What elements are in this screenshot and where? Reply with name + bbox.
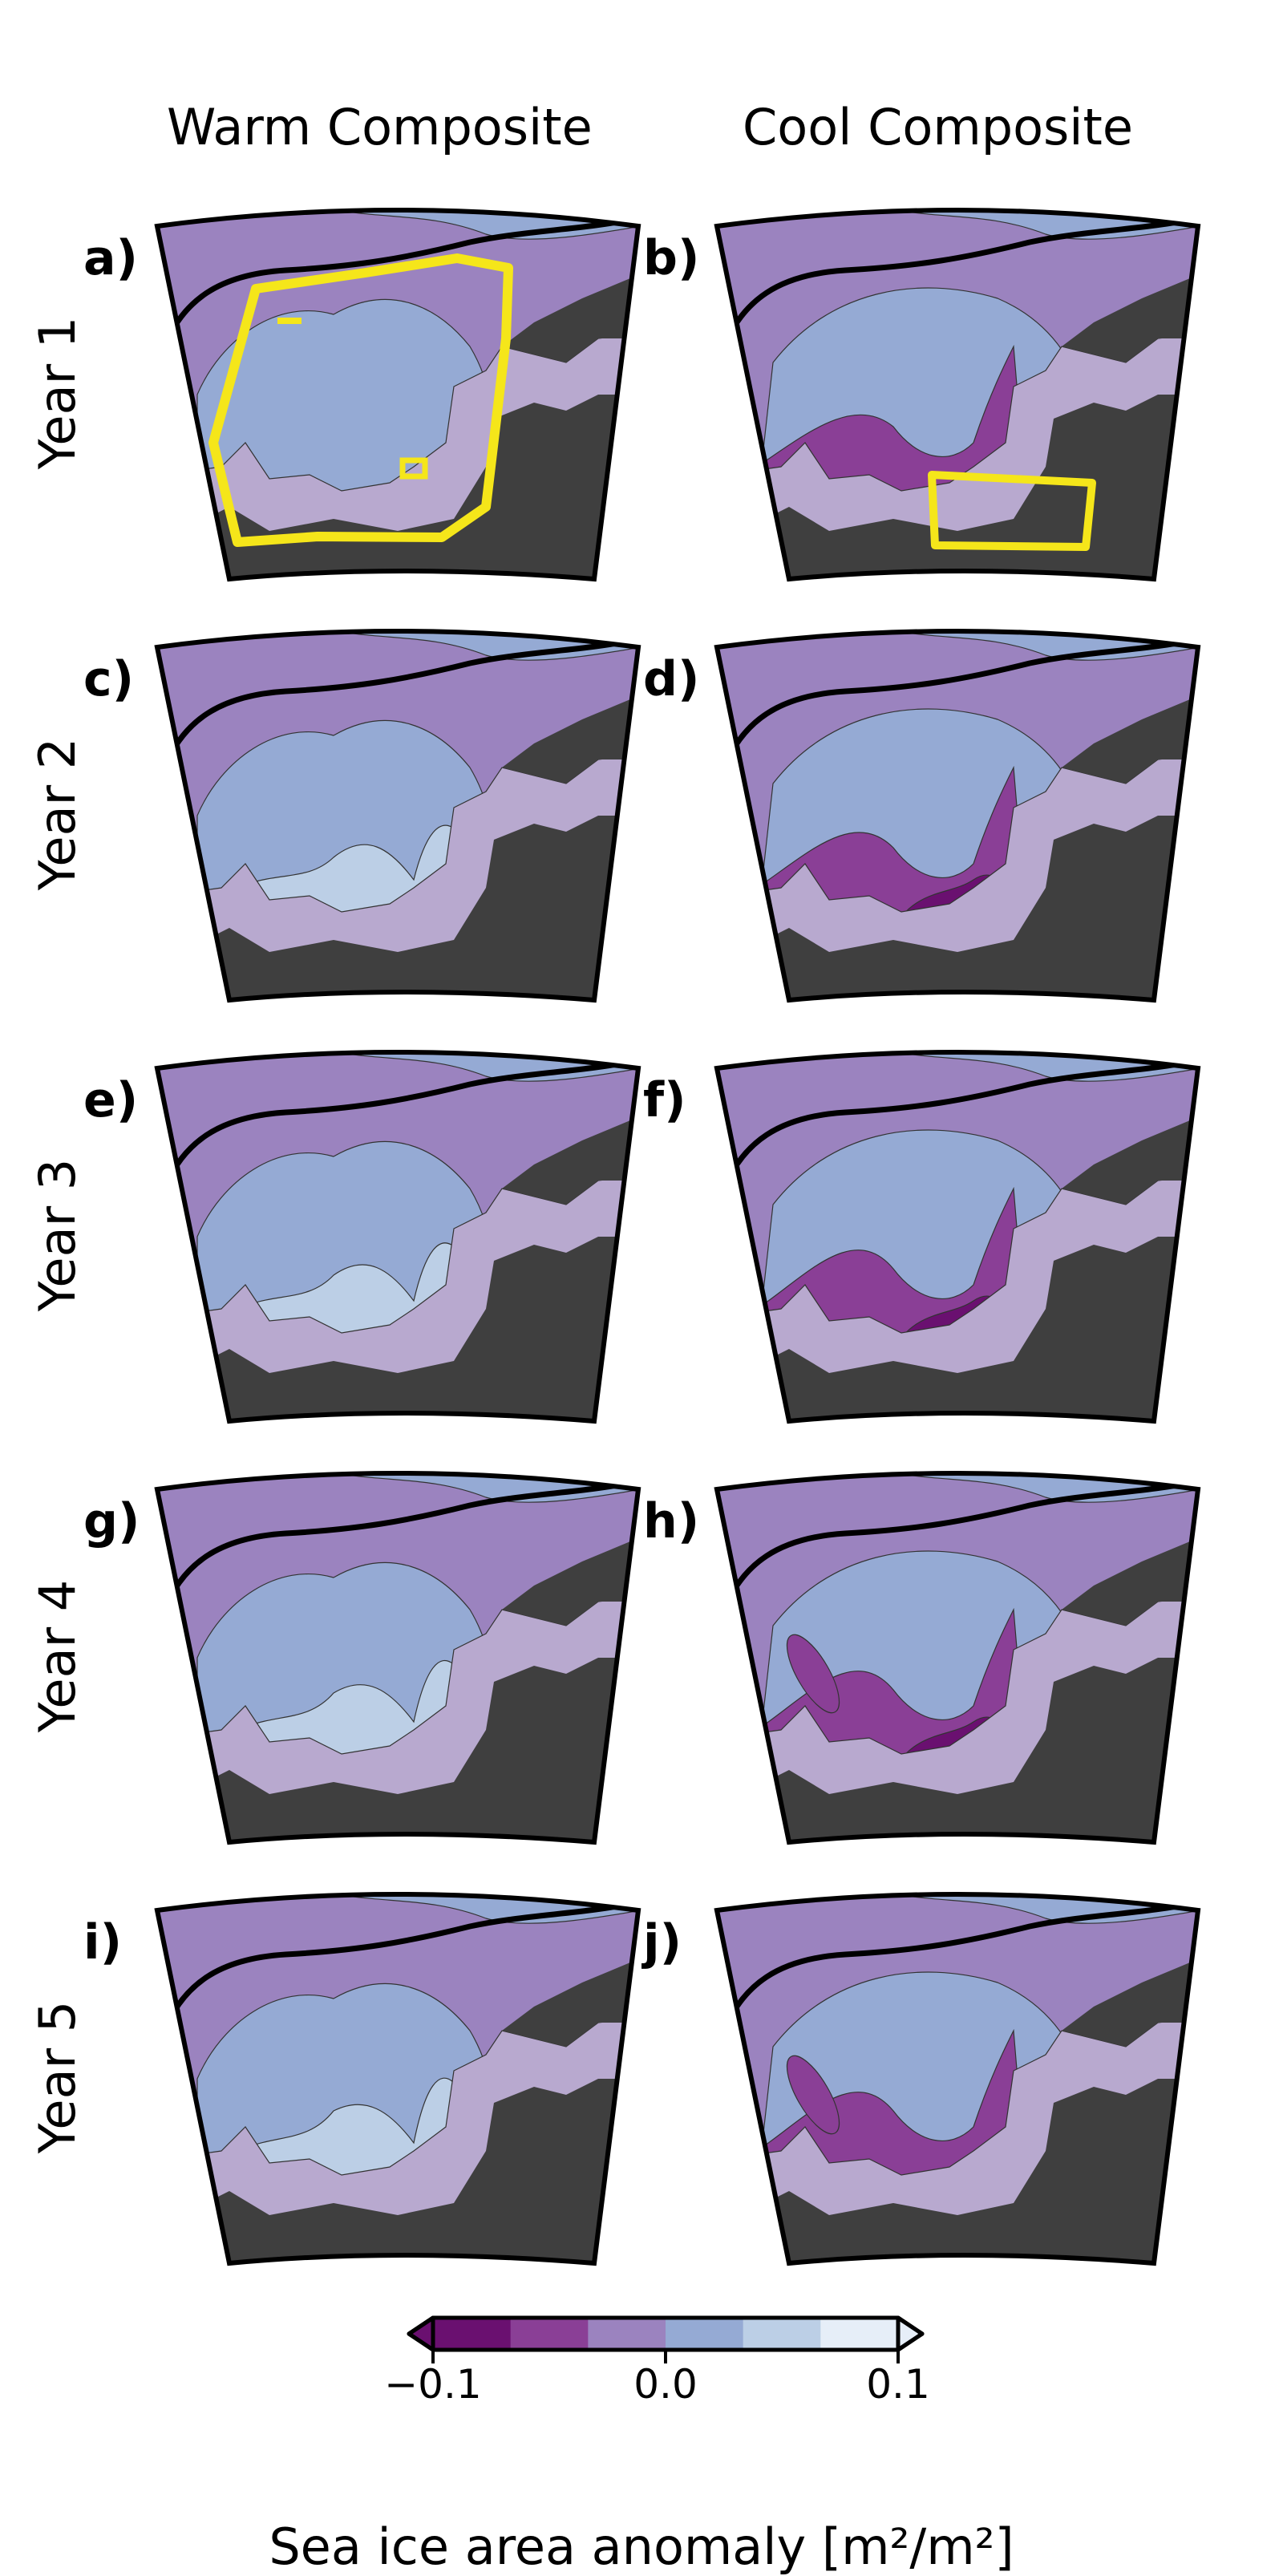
map-panel-f	[714, 1050, 1201, 1424]
map-panel-d	[714, 629, 1201, 1003]
map-frame	[154, 1471, 642, 1845]
panel-label-e: e)	[83, 1072, 139, 1128]
ice-edge-contour	[158, 1057, 638, 1198]
map-frame	[154, 1892, 642, 2266]
panel-label-h: h)	[643, 1493, 700, 1549]
land-region	[717, 1658, 1198, 1842]
map-frame	[154, 208, 642, 582]
land-region	[1062, 274, 1198, 363]
ice-edge-contour	[718, 215, 1198, 356]
anomaly-patch	[786, 1634, 840, 1714]
map-panel-c	[154, 629, 642, 1003]
highlight-box	[928, 471, 1096, 551]
column-title-warm: Warm Composite	[167, 98, 593, 156]
map-panel-a	[154, 208, 642, 582]
colorbar-tick-min: −0.1	[384, 2361, 482, 2408]
land-region	[502, 1116, 638, 1205]
ice-edge-contour	[158, 215, 638, 356]
map-panel-e	[154, 1050, 642, 1424]
panel-label-i: i)	[83, 1914, 122, 1970]
colorbar-segment-3	[666, 2318, 744, 2350]
panel-label-b: b)	[643, 230, 700, 286]
map-frame	[714, 1471, 1201, 1845]
land-region	[502, 1537, 638, 1626]
map-frame	[714, 1892, 1201, 2266]
map-panel-j	[714, 1892, 1201, 2266]
colorbar-segment-5	[820, 2318, 899, 2350]
colorbar-label: Sea ice area anomaly [m²/m²]	[269, 2517, 1014, 2576]
highlight-region-box	[208, 253, 513, 547]
map-panel-h	[714, 1471, 1201, 1845]
land-region	[157, 2079, 638, 2263]
row-label-year-3: Year 3	[28, 1158, 87, 1312]
colorbar-segment-2	[588, 2318, 666, 2350]
land-region	[1062, 1958, 1198, 2047]
panel-label-c: c)	[83, 651, 134, 707]
land-region	[157, 1237, 638, 1421]
colorbar	[407, 2315, 925, 2363]
land-region	[717, 2079, 1198, 2263]
panel-label-d: d)	[643, 651, 700, 707]
colorbar-segment-1	[510, 2318, 589, 2350]
highlight-small-box	[399, 457, 428, 480]
panel-label-f: f)	[643, 1072, 686, 1128]
map-frame	[714, 1050, 1201, 1424]
colorbar-segment-0	[433, 2318, 512, 2350]
row-label-year-1: Year 1	[28, 316, 87, 470]
ice-edge-contour	[158, 1478, 638, 1619]
panel-label-j: j)	[643, 1914, 682, 1970]
map-panel-i	[154, 1892, 642, 2266]
ice-edge-contour	[158, 1899, 638, 2040]
row-label-year-5: Year 5	[28, 2000, 87, 2154]
land-region	[502, 1958, 638, 2047]
map-panel-g	[154, 1471, 642, 1845]
land-region	[717, 1237, 1198, 1421]
row-label-year-2: Year 2	[28, 737, 87, 891]
land-region	[157, 395, 638, 579]
ice-edge-contour	[718, 1057, 1198, 1198]
map-panel-b	[714, 208, 1201, 582]
map-frame	[154, 629, 642, 1003]
map-frame	[714, 629, 1201, 1003]
land-region	[157, 1658, 638, 1842]
panel-label-a: a)	[83, 230, 138, 286]
land-region	[717, 816, 1198, 1000]
ice-edge-contour	[718, 636, 1198, 777]
land-region	[1062, 1537, 1198, 1626]
land-region	[502, 274, 638, 363]
land-region	[1062, 695, 1198, 784]
ice-edge-contour	[158, 636, 638, 777]
colorbar-tick-max: 0.1	[866, 2361, 930, 2408]
map-frame	[714, 208, 1201, 582]
colorbar-tick-zero: 0.0	[633, 2361, 698, 2408]
colorbar-segment-4	[743, 2318, 821, 2350]
anomaly-patch	[786, 2055, 840, 2135]
map-frame	[154, 1050, 642, 1424]
land-region	[1062, 1116, 1198, 1205]
ice-edge-contour	[718, 1478, 1198, 1619]
panel-label-g: g)	[83, 1493, 140, 1549]
row-label-year-4: Year 4	[28, 1579, 87, 1733]
land-region	[717, 395, 1198, 579]
ice-edge-contour	[718, 1899, 1198, 2040]
column-title-cool: Cool Composite	[743, 98, 1133, 156]
land-region	[502, 695, 638, 784]
land-region	[157, 816, 638, 1000]
